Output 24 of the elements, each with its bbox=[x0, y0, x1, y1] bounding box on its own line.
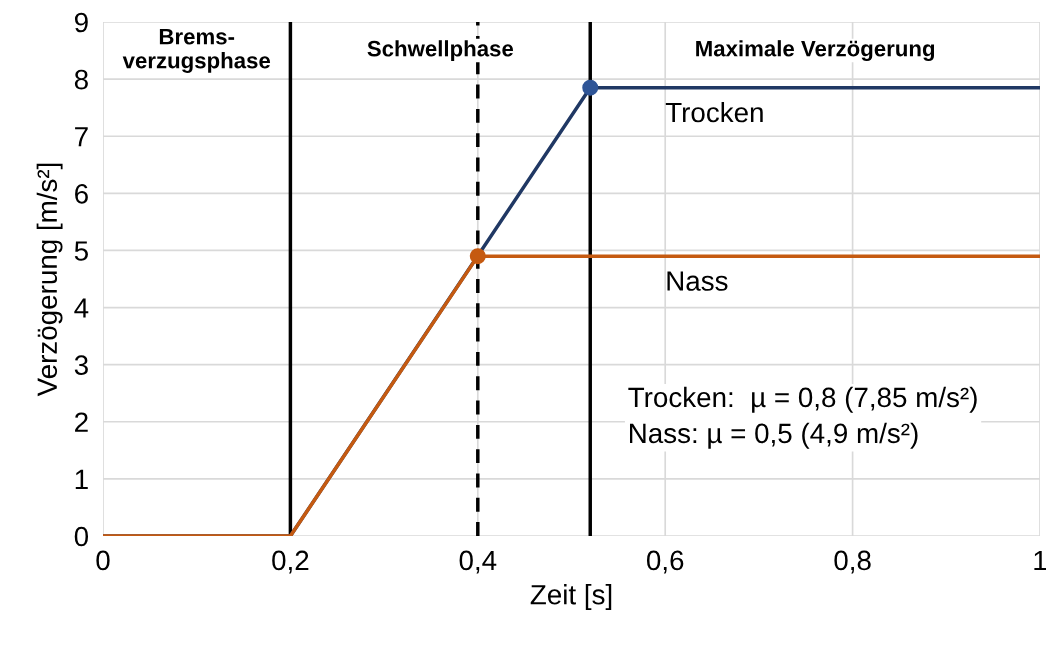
series-label: Trocken bbox=[665, 101, 763, 123]
x-tick-label: 0,6 bbox=[646, 550, 684, 574]
y-tick-label: 0 bbox=[74, 526, 89, 547]
annotation: Trocken: µ = 0,8 (7,85 m/s²) Nass: µ = 0,5 (4,9 m/s²) bbox=[628, 386, 977, 449]
y-tick-label: 1 bbox=[75, 469, 88, 489]
x-axis-title: Zeit [s] bbox=[530, 584, 612, 611]
x-tick-label: 0,8 bbox=[834, 550, 871, 574]
y-tick-label: 8 bbox=[74, 69, 88, 90]
y-tick-label: 4 bbox=[74, 298, 89, 318]
y-tick-label: 3 bbox=[74, 355, 88, 376]
x-tick-label: 1 bbox=[1034, 550, 1046, 571]
x-tick-label: 0,4 bbox=[459, 550, 497, 574]
y-tick-label: 7 bbox=[75, 127, 88, 147]
annotation: Brems- verzugsphase bbox=[122, 29, 271, 73]
y-tick-label: 5 bbox=[74, 241, 88, 261]
y-tick-label: 2 bbox=[75, 412, 88, 432]
y-axis-title: Verzögerung [m/s²] bbox=[36, 163, 63, 397]
x-tick-label: 0,2 bbox=[272, 550, 309, 574]
y-tick-label: 6 bbox=[75, 184, 88, 204]
y-tick-label: 9 bbox=[74, 12, 88, 33]
series-label: Nass bbox=[667, 271, 728, 291]
x-tick-label: 0 bbox=[96, 550, 110, 571]
annotation: Schwellphase bbox=[367, 40, 514, 61]
annotation: Maximale Verzögerung bbox=[696, 40, 935, 61]
